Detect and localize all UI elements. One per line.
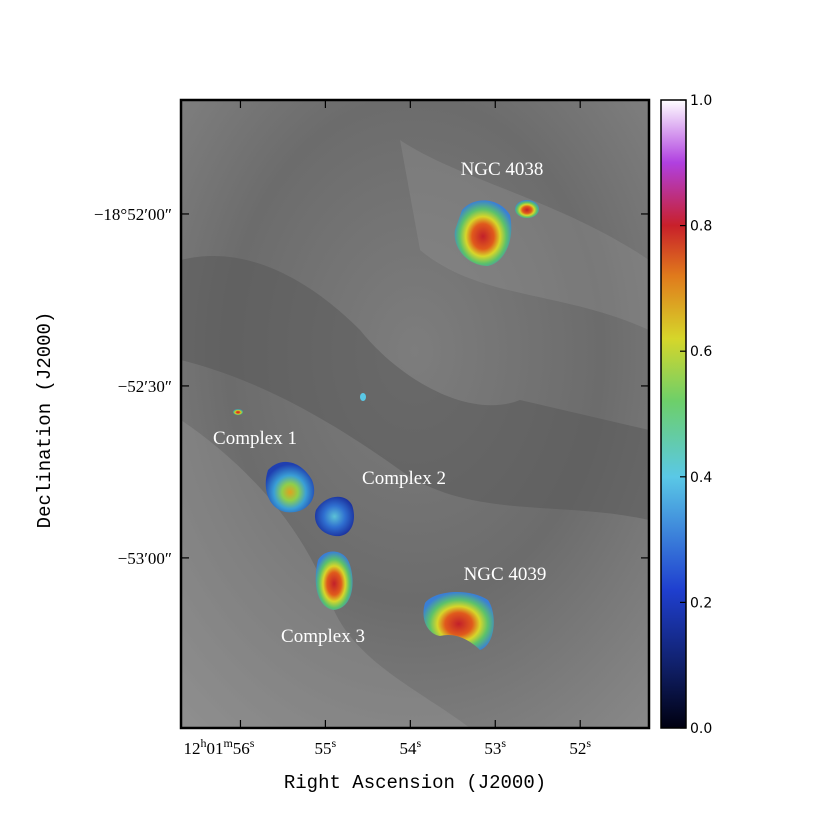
x-tick-label: 12h01m56s [183,736,254,758]
y-tick-label: −52′30″ [118,377,172,396]
colorbar-tick-label: 0.0 [690,721,712,737]
x-tick-label: 53s [484,736,506,758]
annotation: Complex 3 [281,626,365,647]
x-axis-label: Right Ascension (J2000) [284,772,546,794]
colorbar-tick-label: 0.8 [690,219,712,235]
colorbar-tick-label: 0.4 [690,470,712,486]
annotation: NGC 4038 [461,159,544,180]
annotation: NGC 4039 [464,564,547,585]
colorbar-tick-label: 0.6 [690,344,712,360]
x-tick-label: 55s [315,736,337,758]
annotation: Complex 1 [213,428,297,449]
frame [179,98,651,730]
colorbar [660,99,687,729]
y-tick-label: −18°52′00″ [94,205,172,224]
colorbar-tick-label: 0.2 [690,595,712,611]
annotation: Complex 2 [362,468,446,489]
colorbar-tick-label: 1.0 [690,93,712,109]
y-tick-label: −53′00″ [118,549,172,568]
x-tick-label: 52s [569,736,591,758]
x-tick-label: 54s [399,736,421,758]
y-axis-label: Declination (J2000) [34,312,56,529]
emission-regions [233,200,539,650]
sky-image [181,100,649,728]
